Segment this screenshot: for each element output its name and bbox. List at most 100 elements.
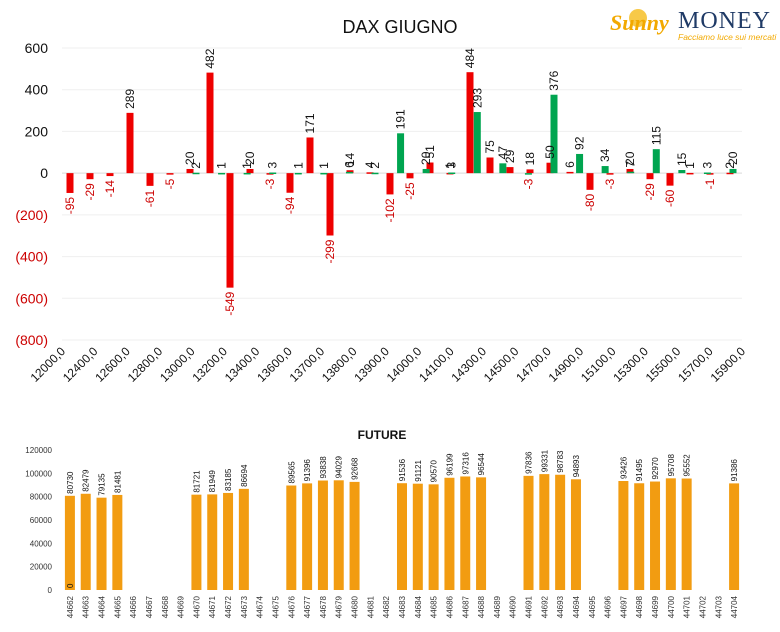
bar: [652, 149, 660, 174]
bar: [665, 478, 676, 590]
bar: [576, 153, 584, 174]
data-label: -1: [703, 178, 717, 189]
data-label: 94029: [335, 456, 344, 479]
bar: [606, 173, 614, 175]
data-label: 1: [291, 162, 305, 169]
data-label: 92668: [351, 457, 360, 480]
data-label: 20: [243, 151, 257, 165]
data-label: 34: [598, 148, 612, 162]
bar: [473, 112, 481, 174]
x-tick-label: 14000,0: [384, 344, 425, 385]
bar: [555, 474, 566, 590]
data-label: 89565: [287, 461, 296, 484]
data-label: 4: [363, 161, 377, 168]
bar: [386, 173, 394, 195]
bar: [112, 494, 123, 590]
x-tick-label: 13400,0: [222, 344, 263, 385]
data-label: 93838: [319, 456, 328, 479]
data-label: 7: [624, 161, 638, 168]
data-label: -3: [263, 178, 277, 189]
data-label: -95: [63, 197, 77, 215]
x-tick-label: 12400,0: [60, 344, 101, 385]
data-label: 90570: [430, 460, 439, 483]
logo-tagline: Facciamo luce sui mercati: [678, 32, 777, 42]
y-tick-label: (800): [15, 332, 48, 348]
data-label: 3: [700, 162, 714, 169]
data-label: -3: [521, 178, 535, 189]
bar: [286, 485, 297, 590]
dax-giugno-chart: DAX GIUGNO (800) (600) (400) (200) 0 200 400 60…: [15, 17, 749, 385]
data-label: -29: [83, 183, 97, 201]
bar: [86, 173, 94, 180]
bar: [186, 168, 194, 174]
data-label: 20: [623, 151, 637, 165]
data-label: 1: [443, 162, 457, 169]
bar: [80, 493, 91, 590]
x-tick-label: 15900,0: [708, 344, 749, 385]
x-tick-label: 44681: [366, 595, 375, 618]
bar: [499, 163, 507, 174]
bar: [346, 170, 354, 174]
x-tick-label: 13800,0: [319, 344, 360, 385]
sun-icon: [629, 9, 647, 27]
data-label: 92970: [651, 457, 660, 480]
bar: [106, 173, 114, 177]
bar: [486, 157, 494, 174]
data-label: 91536: [398, 458, 407, 481]
data-label: 482: [203, 48, 217, 68]
x-tick-label: 44669: [177, 595, 186, 618]
y-tick-label: 80000: [30, 493, 53, 502]
x-tick-label: 44701: [683, 595, 692, 618]
x-tick-label: 44690: [509, 595, 518, 618]
logo-word-sunny: Sunny: [610, 10, 669, 35]
data-label: 115: [649, 126, 663, 145]
data-label: 2: [368, 162, 382, 169]
data-label: 289: [123, 89, 137, 109]
bar: [524, 173, 532, 175]
x-tick-label: 44704: [730, 595, 739, 618]
x-tick-label: 44663: [82, 595, 91, 618]
bar: [223, 492, 234, 590]
bar: [317, 480, 328, 590]
x-tick-label: 44680: [351, 595, 360, 618]
bar: [681, 478, 692, 590]
bar: [703, 172, 711, 175]
data-label: 86694: [240, 464, 249, 487]
data-label: -25: [403, 182, 417, 200]
chart-title: DAX GIUGNO: [342, 17, 457, 37]
data-label: 376: [547, 70, 561, 90]
x-tick-label: 13900,0: [351, 344, 392, 385]
x-tick-label: 13200,0: [189, 344, 230, 385]
data-label: 81481: [113, 470, 122, 493]
bar: [686, 172, 694, 175]
bar: [539, 474, 550, 590]
data-label: 29: [503, 149, 517, 163]
bar: [64, 495, 75, 590]
logo-word-money: MONEY: [678, 8, 771, 34]
y-tick-label: 400: [25, 82, 49, 98]
data-label: 51: [423, 145, 437, 159]
data-label: 91396: [303, 459, 312, 482]
sunny-money-logo: Sunny MONEY Facciamo luce sui mercati: [608, 4, 780, 44]
data-label: 3: [445, 162, 459, 169]
data-label: 95552: [683, 454, 692, 477]
x-tick-label: 44668: [161, 595, 170, 618]
bar: [601, 166, 609, 174]
data-label: 81721: [192, 470, 201, 493]
x-tick-label: 44665: [113, 595, 122, 618]
y-tick-label: 600: [25, 40, 49, 56]
x-tick-label: 15300,0: [610, 344, 651, 385]
y-tick-label: 200: [25, 123, 49, 139]
x-tick-label: 44685: [430, 595, 439, 618]
data-label: 91386: [730, 459, 739, 482]
data-label: 20: [419, 151, 433, 165]
y-tick-label: (600): [15, 290, 48, 306]
data-label: 93426: [619, 456, 628, 479]
bar: [729, 483, 740, 590]
bar: [650, 481, 661, 590]
data-label: 83185: [224, 468, 233, 491]
bar: [371, 172, 379, 175]
x-tick-label: 44703: [714, 595, 723, 618]
x-tick-label: 44677: [303, 595, 312, 618]
data-label: 82479: [82, 469, 91, 492]
